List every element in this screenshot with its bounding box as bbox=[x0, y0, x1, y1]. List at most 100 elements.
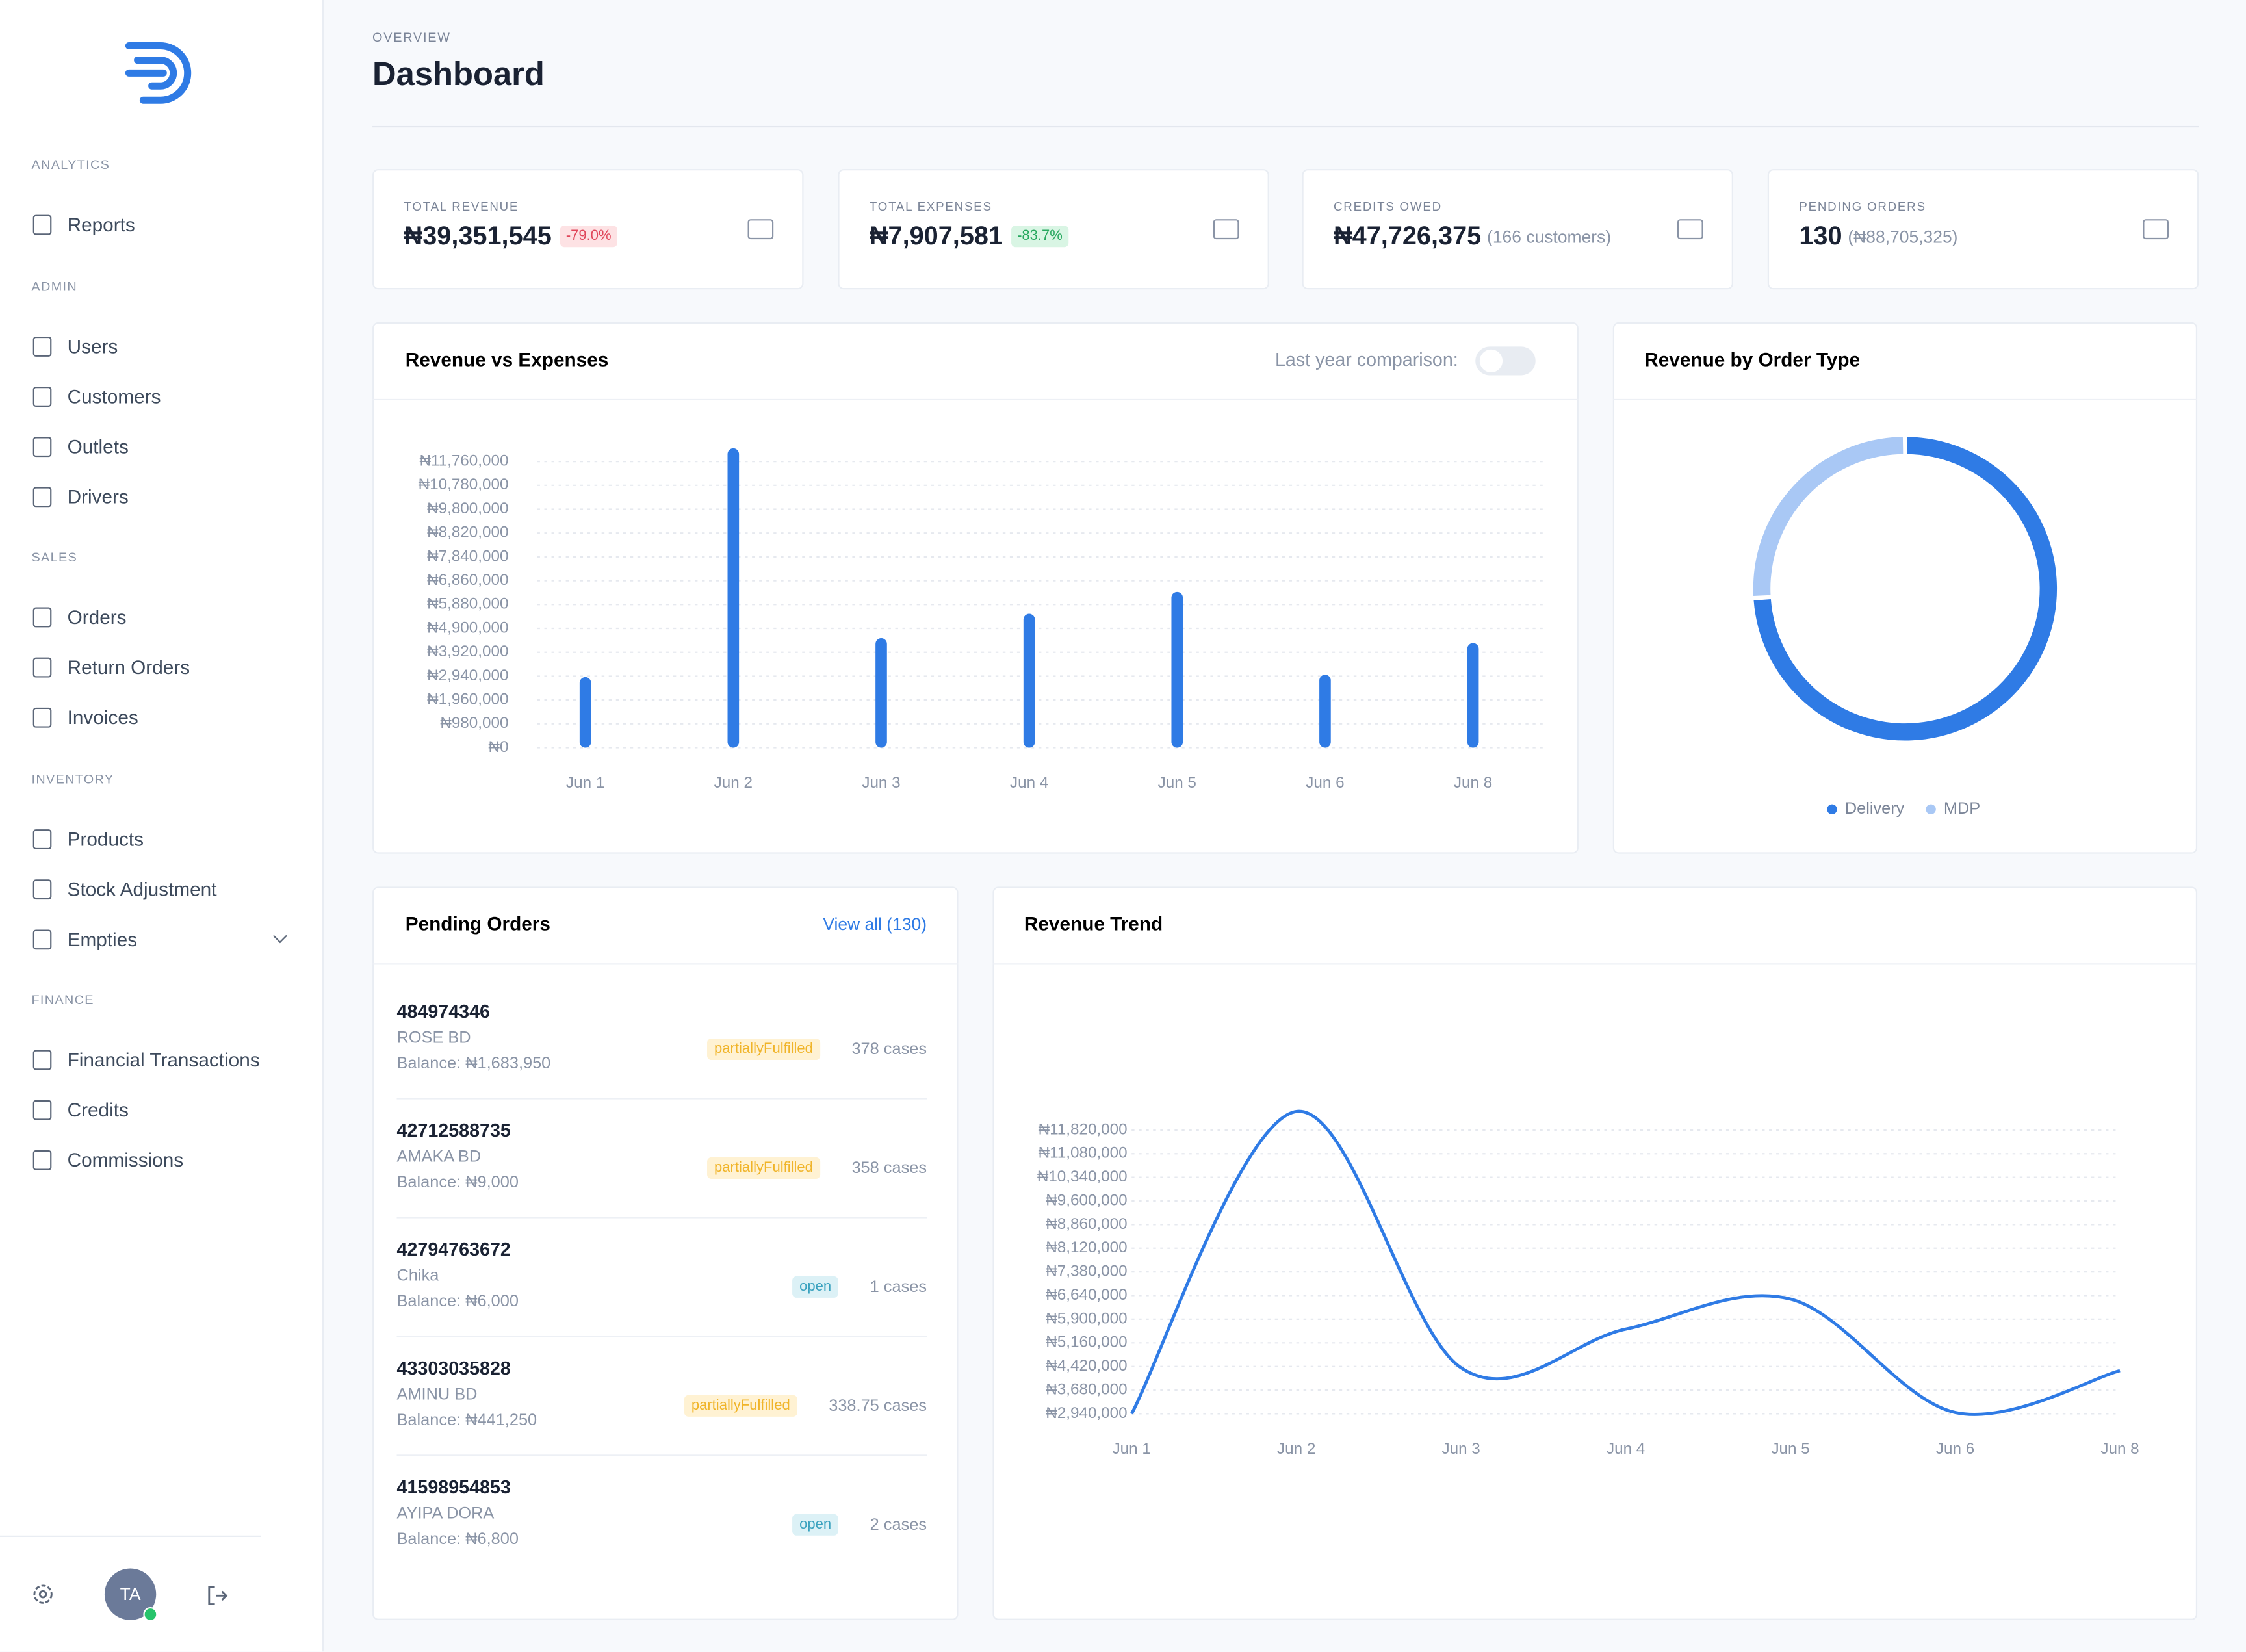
nav-icon bbox=[32, 335, 52, 356]
header-divider bbox=[372, 125, 2199, 128]
x-tick-label: Jun 3 bbox=[1442, 1440, 1480, 1458]
bar bbox=[1023, 613, 1035, 748]
nav-icon bbox=[32, 436, 52, 456]
x-tick-label: Jun 5 bbox=[1158, 774, 1196, 792]
kpi-value: ₦39,351,545 bbox=[404, 221, 552, 250]
kpi-value: ₦47,726,375 bbox=[1333, 221, 1482, 250]
x-tick-label: Jun 2 bbox=[1277, 1440, 1315, 1458]
y-tick-label: ₦9,600,000 bbox=[1046, 1191, 1127, 1209]
toggle-label: Last year comparison: bbox=[1275, 350, 1458, 370]
x-tick-label: Jun 6 bbox=[1936, 1440, 1974, 1458]
x-tick-label: Jun 1 bbox=[1113, 1440, 1151, 1458]
nav-icon bbox=[32, 1150, 52, 1170]
y-tick-label: ₦2,940,000 bbox=[1046, 1404, 1127, 1422]
order-cases: 378 cases bbox=[851, 1040, 927, 1058]
y-tick-label: ₦6,860,000 bbox=[427, 571, 508, 589]
x-tick-label: Jun 6 bbox=[1306, 774, 1344, 792]
kpi-value-row: ₦47,726,375 (166 customers) bbox=[1334, 222, 1611, 252]
nav-icon bbox=[32, 1100, 52, 1120]
sidebar-divider bbox=[0, 1535, 261, 1537]
nav-item: Stock Adjustment bbox=[67, 878, 217, 900]
view-all-link[interactable]: View all (130) bbox=[823, 914, 927, 934]
order-meta: open 2 cases bbox=[792, 1514, 927, 1536]
y-tick-label: ₦7,840,000 bbox=[427, 547, 508, 565]
kpi-badge: -79.0% bbox=[560, 226, 617, 248]
y-tick-label: ₦1,960,000 bbox=[427, 691, 508, 708]
nav-icon bbox=[32, 486, 52, 507]
nav-icon bbox=[32, 829, 52, 849]
status-badge: partiallyFulfilled bbox=[684, 1395, 797, 1417]
kpi-note: (166 customers) bbox=[1487, 226, 1612, 247]
nav-icon bbox=[32, 1050, 52, 1070]
nav-item: Credits bbox=[67, 1099, 129, 1121]
y-tick-label: ₦9,800,000 bbox=[427, 500, 508, 517]
x-tick-label: Jun 2 bbox=[714, 774, 753, 792]
donut-segment bbox=[1753, 437, 2058, 741]
legend-swatch bbox=[1827, 804, 1837, 815]
order-balance: Balance: ₦6,000 bbox=[396, 1293, 519, 1311]
kpi-value-row: ₦7,907,581 -83.7% bbox=[870, 222, 1068, 252]
logo bbox=[125, 42, 192, 104]
nav-icon bbox=[32, 385, 52, 406]
kpi-label: TOTAL EXPENSES bbox=[869, 199, 992, 214]
nav-item: Commissions bbox=[67, 1149, 184, 1171]
y-tick-label: ₦8,120,000 bbox=[1046, 1239, 1127, 1256]
chart-title: Revenue Trend bbox=[1024, 914, 1163, 935]
y-tick-label: ₦4,420,000 bbox=[1046, 1357, 1127, 1375]
nav-item: Reports bbox=[67, 214, 135, 236]
order-cases: 1 cases bbox=[870, 1278, 927, 1296]
nav-icon bbox=[32, 879, 52, 899]
logout-icon[interactable] bbox=[206, 1584, 229, 1607]
order-customer: AMAKA BD bbox=[396, 1148, 482, 1167]
kpi-note: (₦88,705,325) bbox=[1848, 226, 1958, 247]
nav-icon bbox=[32, 929, 52, 949]
order-id: 41598954853 bbox=[396, 1476, 511, 1498]
status-badge: partiallyFulfilled bbox=[707, 1157, 820, 1179]
chart-title: Revenue by Order Type bbox=[1644, 349, 1860, 370]
trend-line bbox=[1130, 1109, 2121, 1416]
nav-item: Financial Transactions bbox=[67, 1049, 260, 1071]
kpi-value: 130 bbox=[1799, 221, 1842, 250]
card-title: Pending Orders bbox=[406, 914, 550, 935]
donut-segment bbox=[1753, 437, 1904, 597]
order-id: 484974346 bbox=[396, 1000, 490, 1022]
nav-item: Drivers bbox=[67, 485, 129, 508]
bar bbox=[1467, 643, 1479, 748]
y-tick-label: ₦11,820,000 bbox=[1039, 1120, 1128, 1138]
order-id: 42794763672 bbox=[396, 1238, 511, 1260]
section-label: INVENTORY bbox=[31, 771, 114, 786]
kpi-card bbox=[1302, 169, 1733, 290]
nav-item: Invoices bbox=[67, 706, 138, 729]
status-badge: open bbox=[792, 1514, 839, 1536]
order-cases: 2 cases bbox=[870, 1516, 927, 1534]
section-label: SALES bbox=[31, 550, 78, 565]
x-tick-label: Jun 8 bbox=[2100, 1440, 2139, 1458]
settings-icon[interactable] bbox=[31, 1583, 54, 1606]
legend-label: Delivery bbox=[1845, 799, 1905, 818]
online-dot bbox=[143, 1607, 158, 1622]
x-tick-label: Jun 4 bbox=[1010, 774, 1048, 792]
y-tick-label: ₦10,340,000 bbox=[1037, 1168, 1128, 1185]
y-tick-label: ₦11,080,000 bbox=[1039, 1144, 1128, 1162]
y-tick-label: ₦6,640,000 bbox=[1046, 1286, 1127, 1304]
y-tick-label: ₦5,160,000 bbox=[1046, 1334, 1127, 1351]
kpi-value-row: ₦39,351,545 -79.0% bbox=[404, 222, 617, 252]
sidebar bbox=[0, 0, 324, 1652]
toggle-knob bbox=[1479, 349, 1503, 373]
nav-icon bbox=[32, 707, 52, 728]
kpi-icon bbox=[747, 219, 774, 240]
nav-icon bbox=[32, 214, 52, 235]
legend-label: MDP bbox=[1944, 799, 1980, 818]
kpi-label: PENDING ORDERS bbox=[1799, 199, 1926, 214]
y-tick-label: ₦980,000 bbox=[440, 714, 508, 732]
order-customer: ROSE BD bbox=[396, 1029, 471, 1048]
nav-item: Products bbox=[67, 827, 144, 850]
y-tick-label: ₦10,780,000 bbox=[419, 476, 509, 493]
kpi-label: TOTAL REVENUE bbox=[404, 199, 519, 214]
x-tick-label: Jun 5 bbox=[1771, 1440, 1809, 1458]
order-meta: partiallyFulfilled 378 cases bbox=[707, 1038, 927, 1061]
x-tick-label: Jun 3 bbox=[862, 774, 900, 792]
bar-card bbox=[372, 322, 1579, 854]
y-tick-label: ₦3,680,000 bbox=[1046, 1380, 1127, 1398]
y-tick-label: ₦8,820,000 bbox=[427, 524, 508, 541]
